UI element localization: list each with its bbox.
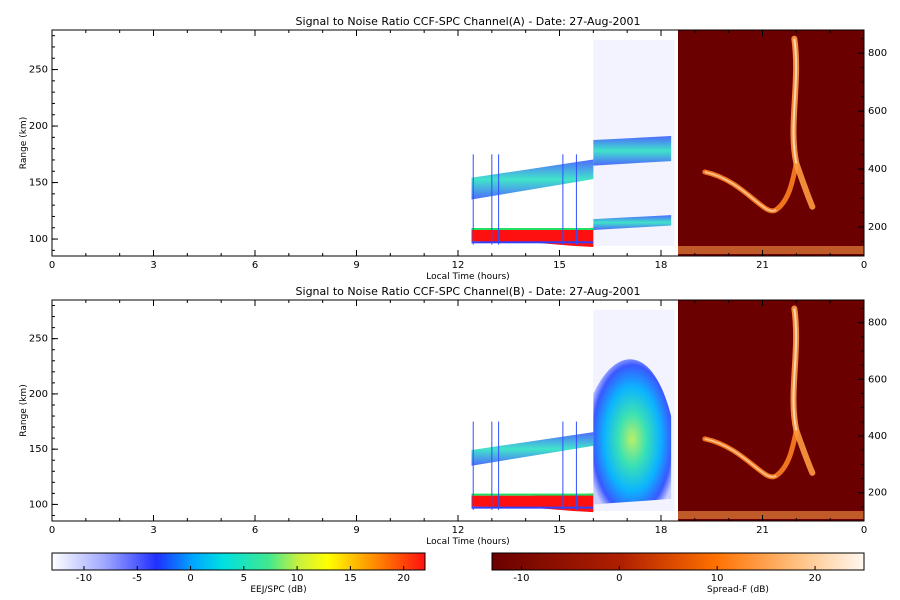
x-tick-label: 0 [49,260,55,271]
spreadf-background [678,30,864,256]
y-axis-label: Range (km) [19,384,29,436]
panel-channel-a: Signal to Noise Ratio CCF-SPC Channel(A)… [19,15,887,282]
x-tick-label: 6 [252,260,258,271]
x-axis-label: Local Time (hours) [426,537,509,547]
y-tick-label: 200 [29,389,48,400]
region-spread-f-plume-arc-core [704,437,777,478]
region-spread-f-plume-arc-core [704,170,777,212]
region-e-region-echo-top-edge [471,493,594,496]
chart-title: Signal to Noise Ratio CCF-SPC Channel(B)… [296,285,641,298]
chart-title: Signal to Noise Ratio CCF-SPC Channel(A)… [296,15,641,28]
colorbar-tick-label: 5 [241,573,247,584]
spreadf-background [678,300,864,521]
colorbar-label: Spread-F (dB) [707,585,769,595]
y-tick-label: 250 [29,65,48,76]
region-e-region-echo-bottom-edge [471,241,594,244]
colorbar-1 [491,552,865,571]
y2-tick-label: 200 [868,488,887,499]
spreadf-bottom-band [678,246,864,254]
y-tick-label: 250 [29,334,48,345]
x-tick-label: 15 [553,260,566,271]
x-tick-label: 18 [655,260,668,271]
colorbar-tick-label: 10 [711,573,724,584]
colorbar-0 [51,552,426,571]
x-tick-label: 0 [861,525,867,536]
x-axis-label: Local Time (hours) [426,272,509,282]
colorbars: -10 -5 0 5 10 15 20 EEJ/SPC (dB) -10 0 10 20 Spread-… [51,552,865,595]
region-upper-valley-echo [593,135,672,166]
region-spread-f-plume-column-core [792,38,798,164]
colorbar-tick-label: -10 [76,573,92,584]
y2-tick-label: 600 [868,106,887,117]
y-axis-label: Range (km) [19,117,29,169]
colorbar-tick-label: -5 [132,573,142,584]
y2-tick-label: 200 [868,222,887,233]
region-lower-valley-echo [593,215,672,231]
colorbar-tick-label: 20 [809,573,822,584]
colorbar-tick-label: 10 [291,573,304,584]
x-tick-label: 15 [553,525,566,536]
x-tick-label: 21 [756,525,769,536]
y-tick-label: 200 [29,121,48,132]
x-tick-label: 12 [452,525,465,536]
y2-tick-label: 400 [868,164,887,175]
colorbar-tick-label: 0 [616,573,622,584]
y-tick-label: 150 [29,444,48,455]
y-tick-label: 150 [29,178,48,189]
x-tick-label: 0 [49,525,55,536]
colorbar-tick-label: -10 [513,573,529,584]
colorbar-tick-label: 15 [344,573,357,584]
colorbar-tick-label: 0 [187,573,193,584]
y2-tick-label: 600 [868,374,887,385]
x-tick-label: 9 [353,260,359,271]
y2-tick-label: 400 [868,431,887,442]
region-valley-echo-blob [593,359,672,505]
x-tick-label: 0 [861,260,867,271]
x-tick-label: 9 [353,525,359,536]
region-spread-f-plume-column-core [792,308,798,431]
x-tick-label: 6 [252,525,258,536]
colorbar-tick-label: 20 [397,573,410,584]
colorbar-label: EEJ/SPC (dB) [250,585,306,595]
x-tick-label: 21 [756,260,769,271]
x-tick-label: 3 [150,525,156,536]
spreadf-bottom-band [678,511,864,519]
y-tick-label: 100 [29,234,48,245]
y2-tick-label: 800 [868,48,887,59]
x-tick-label: 12 [452,260,465,271]
panel-channel-b: Signal to Noise Ratio CCF-SPC Channel(B)… [19,285,887,547]
x-tick-label: 18 [655,525,668,536]
region-e-region-echo-bottom-edge [471,506,594,509]
x-tick-label: 3 [150,260,156,271]
y-tick-label: 100 [29,499,48,510]
region-e-region-echo-top-edge [471,228,594,231]
y2-tick-label: 800 [868,318,887,329]
